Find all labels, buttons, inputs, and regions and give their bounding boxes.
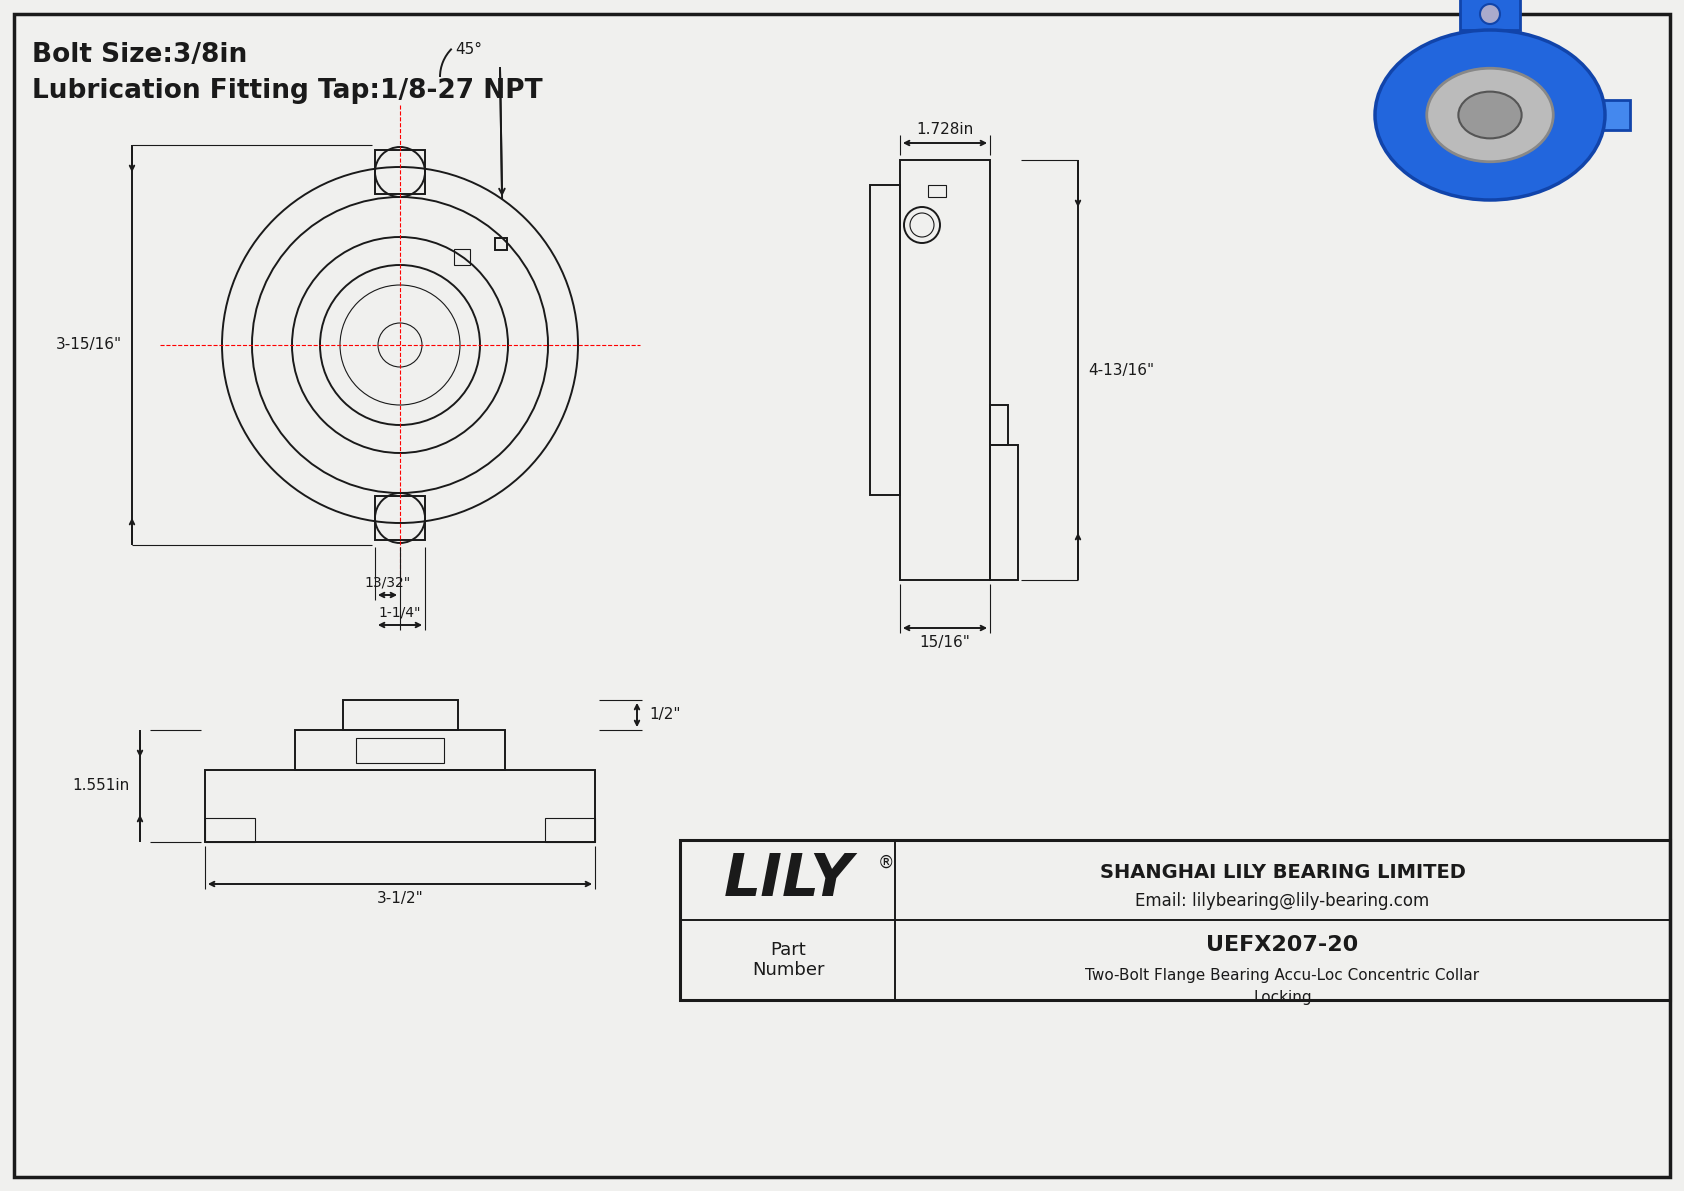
- Bar: [546, 818, 594, 842]
- Text: Email: lilybearing@lily-bearing.com: Email: lilybearing@lily-bearing.com: [1135, 892, 1430, 910]
- Bar: [990, 445, 1019, 580]
- Bar: [928, 185, 946, 197]
- Text: 4-13/16": 4-13/16": [1088, 362, 1154, 378]
- Text: UEFX207-20: UEFX207-20: [1206, 935, 1359, 955]
- Bar: [205, 818, 254, 842]
- Circle shape: [1480, 4, 1500, 24]
- Bar: [455, 249, 470, 264]
- Bar: [680, 840, 1671, 1000]
- Bar: [871, 185, 899, 495]
- Bar: [205, 771, 594, 842]
- Ellipse shape: [1458, 92, 1522, 138]
- Bar: [295, 730, 505, 771]
- Text: Bolt Size:3/8in: Bolt Size:3/8in: [32, 42, 248, 68]
- Text: 15/16": 15/16": [919, 635, 970, 649]
- Text: 1.551in: 1.551in: [72, 779, 130, 793]
- Text: ®: ®: [877, 854, 894, 872]
- Text: Lubrication Fitting Tap:1/8-27 NPT: Lubrication Fitting Tap:1/8-27 NPT: [32, 77, 542, 104]
- Bar: [376, 150, 424, 194]
- Text: 3-1/2": 3-1/2": [377, 892, 423, 906]
- Text: Two-Bolt Flange Bearing Accu-Loc Concentric Collar: Two-Bolt Flange Bearing Accu-Loc Concent…: [1086, 968, 1480, 983]
- Ellipse shape: [1376, 30, 1605, 200]
- Text: Locking: Locking: [1253, 990, 1312, 1005]
- Text: 13/32": 13/32": [365, 575, 411, 590]
- Text: 45°: 45°: [455, 42, 482, 56]
- Bar: [990, 405, 1009, 445]
- Bar: [355, 738, 445, 763]
- Bar: [376, 495, 424, 540]
- Text: LILY: LILY: [724, 852, 852, 909]
- Ellipse shape: [1426, 68, 1553, 162]
- Text: 3-15/16": 3-15/16": [56, 337, 121, 353]
- Text: 1-1/4": 1-1/4": [379, 605, 421, 619]
- Text: SHANGHAI LILY BEARING LIMITED: SHANGHAI LILY BEARING LIMITED: [1100, 863, 1465, 883]
- Bar: [342, 700, 458, 730]
- Bar: [1600, 100, 1630, 130]
- Text: Part
Number: Part Number: [751, 941, 823, 979]
- Bar: [495, 238, 507, 250]
- Bar: [1460, 0, 1521, 30]
- Text: 1.728in: 1.728in: [916, 123, 973, 137]
- Text: 1/2": 1/2": [648, 707, 680, 723]
- Bar: [899, 160, 990, 580]
